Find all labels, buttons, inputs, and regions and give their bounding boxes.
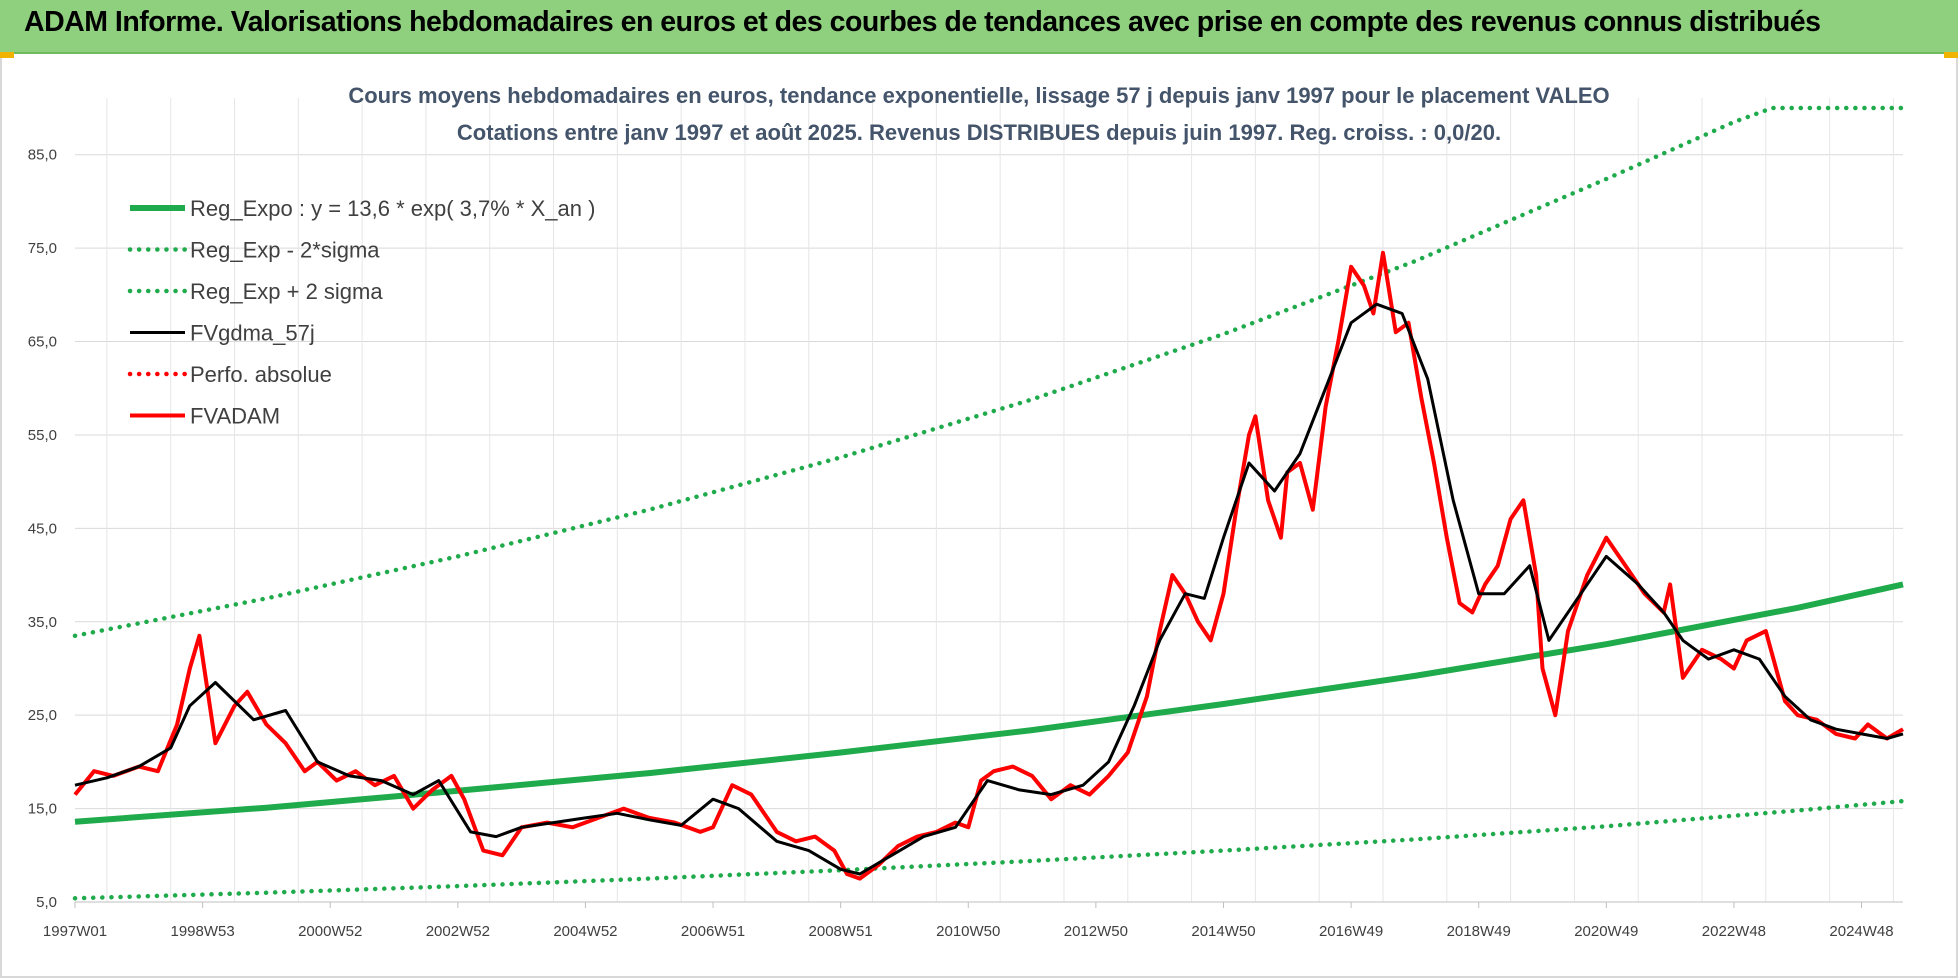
x-tick-label: 2002W52: [426, 923, 490, 940]
legend-label: Reg_Exp - 2*sigma: [190, 238, 380, 263]
y-tick-label: 35,0: [28, 614, 57, 631]
x-tick-label: 2020W49: [1574, 923, 1638, 940]
x-tick-label: 2000W52: [298, 923, 362, 940]
y-tick-label: 75,0: [28, 240, 57, 257]
series-line-1: [72, 798, 1906, 901]
x-tick-label: 2016W49: [1319, 923, 1383, 940]
y-tick-label: 55,0: [28, 427, 57, 444]
x-tick-label: 2010W50: [936, 923, 1000, 940]
corner-accent-right: [1944, 52, 1958, 58]
y-tick-label: 45,0: [28, 520, 57, 537]
y-tick-label: 65,0: [28, 334, 57, 351]
y-tick-label: 25,0: [28, 707, 57, 724]
price-lines: [73, 250, 1905, 881]
trend-bands: [72, 105, 1906, 901]
x-tick-label: 2014W50: [1191, 923, 1255, 940]
y-tick-label: 85,0: [28, 147, 57, 164]
corner-accent-left: [0, 52, 14, 58]
chart-subtitle: Cotations entre janv 1997 et août 2025. …: [457, 120, 1501, 145]
page-title: ADAM Informe. Valorisations hebdomadaire…: [24, 6, 1821, 38]
x-tick-label: 2012W50: [1064, 923, 1128, 940]
series-line-0: [74, 581, 1904, 825]
axes: 5,0 15,0 25,0 35,0 45,0 55,0 65,0 75,0 85,0 1997W…: [28, 147, 1903, 940]
legend: Reg_Expo : y = 13,6 * exp( 3,7% * X_an )…: [127, 196, 595, 429]
legend-label: FVgdma_57j: [190, 321, 315, 346]
header-bar: ADAM Informe. Valorisations hebdomadaire…: [0, 0, 1958, 54]
x-tick-label: 1998W53: [170, 923, 234, 940]
x-tick-label: 2018W49: [1447, 923, 1511, 940]
y-tick-label: 5,0: [36, 894, 57, 911]
x-tick-label: 2006W51: [681, 923, 745, 940]
x-tick-label: 2008W51: [809, 923, 873, 940]
legend-label: Reg_Exp + 2 sigma: [190, 279, 383, 304]
x-tick-label: 1997W01: [43, 923, 107, 940]
legend-label: FVADAM: [190, 404, 280, 429]
x-tick-label: 2022W48: [1702, 923, 1766, 940]
series-line-3: [74, 302, 1904, 876]
x-tick-label: 2024W48: [1829, 923, 1893, 940]
series-line-2: [72, 105, 1906, 639]
legend-label: Perfo. absolue: [190, 362, 332, 387]
y-tick-label: 15,0: [28, 801, 57, 818]
legend-label: Reg_Expo : y = 13,6 * exp( 3,7% * X_an ): [190, 196, 595, 221]
chart-title: Cours moyens hebdomadaires en euros, ten…: [348, 83, 1609, 108]
x-tick-label: 2004W52: [553, 923, 617, 940]
grid-layer: [75, 98, 1903, 903]
series-line-5: [73, 250, 1905, 881]
